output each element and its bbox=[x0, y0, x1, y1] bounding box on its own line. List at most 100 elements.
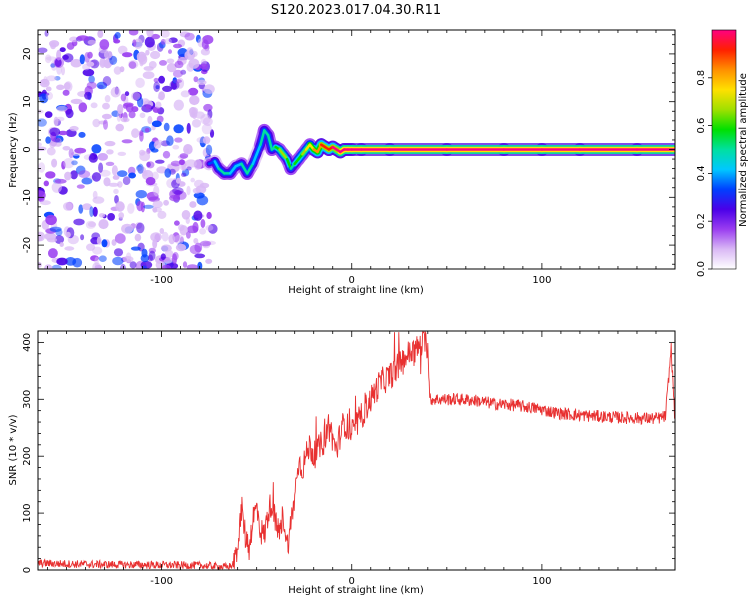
heatmap-noise-blob bbox=[76, 184, 85, 189]
heatmap-noise-blob bbox=[194, 111, 205, 119]
heatmap-noise-blob bbox=[206, 211, 212, 220]
heatmap-y-ticks: -20 -10 0 10 20 bbox=[22, 34, 675, 265]
heatmap-noise-blob bbox=[122, 52, 133, 58]
heatmap-x-tick-label: 100 bbox=[532, 275, 551, 286]
heatmap-noise-blob bbox=[104, 95, 111, 103]
heatmap-noise-blob bbox=[56, 257, 68, 266]
heatmap-noise-blob bbox=[84, 91, 92, 100]
heatmap-noise-blob bbox=[188, 87, 199, 96]
heatmap-noise-blob bbox=[62, 202, 73, 211]
heatmap-noise-blob bbox=[128, 61, 137, 69]
heatmap-noise-blob bbox=[131, 128, 140, 139]
heatmap-noise-blob bbox=[173, 43, 182, 49]
heatmap-noise-blob bbox=[62, 146, 71, 151]
heatmap-noise-blob bbox=[38, 47, 48, 54]
heatmap-noise-blob bbox=[38, 261, 42, 268]
heatmap-noise-blob bbox=[201, 39, 209, 50]
heatmap-y-axis-label: Frequency (Hz) bbox=[8, 112, 19, 188]
heatmap-noise-blob bbox=[51, 158, 58, 168]
heatmap-noise-blob bbox=[59, 47, 66, 53]
colorbar-tick-label: 0.4 bbox=[696, 165, 707, 181]
heatmap-noise-blob bbox=[144, 36, 155, 48]
heatmap-noise-blob bbox=[184, 159, 197, 168]
heatmap-noise-blob bbox=[152, 207, 158, 213]
heatmap-noise-blob bbox=[199, 228, 207, 235]
heatmap-noise-blob bbox=[128, 111, 136, 119]
heatmap-noise-blob bbox=[56, 84, 65, 91]
heatmap-noise-blob bbox=[142, 71, 155, 79]
heatmap-noise-blob bbox=[40, 79, 49, 85]
heatmap-noise-blob bbox=[151, 120, 162, 128]
heatmap-noise-blob bbox=[98, 219, 109, 230]
heatmap-noise-blob bbox=[69, 125, 79, 132]
heatmap-noise-blob bbox=[78, 102, 88, 113]
heatmap-noise-blob bbox=[129, 261, 137, 269]
heatmap-noise-blob bbox=[136, 200, 144, 212]
heatmap-noise-blob bbox=[38, 146, 47, 152]
heatmap-noise-blob bbox=[162, 85, 173, 92]
heatmap-noise-blob bbox=[180, 69, 187, 75]
heatmap-noise-blob bbox=[168, 37, 178, 43]
heatmap-noise-blob bbox=[200, 48, 210, 56]
heatmap-noise-blob bbox=[168, 234, 176, 245]
heatmap-noise-blob bbox=[117, 104, 124, 115]
snr-frame bbox=[37, 330, 676, 571]
heatmap-noise-blob bbox=[173, 99, 184, 111]
heatmap-noise-blob bbox=[201, 123, 212, 135]
heatmap-noise-blob bbox=[117, 45, 128, 55]
heatmap-noise-blob bbox=[135, 77, 145, 88]
heatmap-noise-blob bbox=[179, 153, 189, 159]
heatmap-noise-blob bbox=[81, 177, 93, 185]
heatmap-noise-blob bbox=[49, 127, 61, 137]
heatmap-noise-blob bbox=[200, 240, 212, 247]
heatmap-noise-blob bbox=[121, 223, 134, 234]
heatmap-noise-blob bbox=[112, 175, 120, 180]
heatmap-noise-blob bbox=[70, 58, 82, 68]
heatmap-noise-blob bbox=[174, 234, 185, 245]
heatmap-y-tick-label: 10 bbox=[22, 95, 33, 108]
heatmap-noise-blob bbox=[193, 192, 205, 199]
heatmap-noise-blob bbox=[92, 118, 101, 128]
colorbar-frame bbox=[711, 29, 737, 270]
heatmap-noise-blob bbox=[153, 185, 160, 197]
heatmap-noise-blob bbox=[70, 170, 78, 180]
snr-y-axis-label: SNR (10 * v/v) bbox=[8, 414, 19, 485]
heatmap-noise-blob bbox=[116, 111, 122, 122]
heatmap-noise-blob bbox=[132, 39, 137, 47]
heatmap-noise-blob bbox=[186, 231, 191, 239]
heatmap-noise-blob bbox=[111, 239, 117, 246]
heatmap-noise-blob bbox=[148, 254, 153, 262]
snr-x-axis-label: Height of straight line (km) bbox=[288, 585, 424, 596]
heatmap-noise-blob bbox=[118, 212, 125, 219]
heatmap-noise-blob bbox=[65, 231, 71, 238]
heatmap-noise-blob bbox=[127, 203, 135, 214]
heatmap-noise-blob bbox=[97, 153, 109, 161]
heatmap-noise-blob bbox=[69, 36, 79, 43]
heatmap-noise-blob bbox=[203, 117, 213, 127]
heatmap-noise-blob bbox=[155, 85, 160, 90]
heatmap-noise-blob bbox=[139, 151, 151, 162]
heatmap-noise-blob bbox=[138, 54, 148, 65]
heatmap-noise-blob bbox=[45, 86, 52, 92]
heatmap-noise-blob bbox=[156, 166, 168, 174]
heatmap-noise-blob bbox=[152, 200, 163, 208]
heatmap-noise-blob bbox=[64, 246, 75, 251]
heatmap-noise-blob bbox=[46, 147, 56, 156]
heatmap-noise-blob bbox=[171, 253, 178, 265]
heatmap-noise-blob bbox=[145, 49, 150, 56]
heatmap-noise-blob bbox=[53, 57, 65, 68]
heatmap-noise-blob bbox=[158, 91, 166, 101]
heatmap-noise-blob bbox=[166, 63, 177, 73]
heatmap-noise-blob bbox=[58, 130, 68, 136]
heatmap-noise-blob bbox=[205, 224, 214, 231]
heatmap-noise-blob bbox=[130, 246, 141, 251]
heatmap-noise-blob bbox=[186, 122, 191, 134]
heatmap-noise-blob bbox=[113, 248, 124, 257]
heatmap-noise-blob bbox=[101, 113, 112, 120]
heatmap-noise-blob bbox=[135, 190, 147, 199]
heatmap-y-tick-label: 0 bbox=[22, 146, 33, 152]
heatmap-noise-blob bbox=[74, 147, 87, 154]
heatmap-noise-blob bbox=[172, 69, 183, 78]
heatmap-noise-blob bbox=[62, 54, 69, 60]
